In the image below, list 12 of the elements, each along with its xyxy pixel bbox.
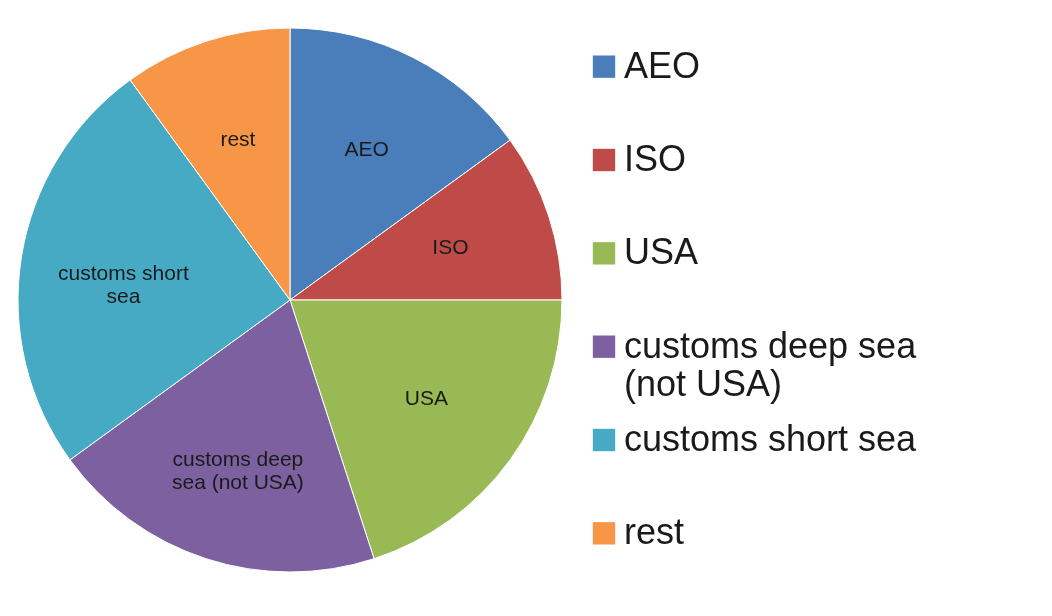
slice-label: ISO bbox=[432, 234, 469, 258]
slice-label: customs short sea bbox=[58, 260, 189, 307]
slice-label: USA bbox=[404, 386, 449, 410]
slice-label: AEO bbox=[344, 136, 389, 160]
legend-label: USA bbox=[624, 231, 699, 273]
slice-label: customs deep sea (not USA) bbox=[171, 447, 304, 494]
legend-label: customs deep sea (not USA) bbox=[624, 324, 918, 404]
legend-label: customs short sea bbox=[624, 418, 918, 459]
slice-label: rest bbox=[220, 126, 256, 150]
legend-label: AEO bbox=[624, 44, 701, 86]
legend-label: ISO bbox=[624, 138, 687, 179]
legend-label: rest bbox=[624, 511, 685, 553]
